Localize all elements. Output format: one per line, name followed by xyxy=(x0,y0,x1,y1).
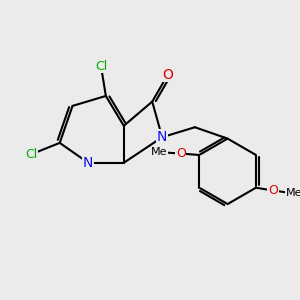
Text: O: O xyxy=(176,147,186,160)
Text: O: O xyxy=(268,184,278,197)
Text: Me: Me xyxy=(151,147,168,157)
Text: N: N xyxy=(157,130,167,144)
Text: Cl: Cl xyxy=(95,60,107,73)
Text: N: N xyxy=(83,156,93,170)
Text: Me: Me xyxy=(286,188,300,198)
Text: Cl: Cl xyxy=(25,148,38,161)
Text: O: O xyxy=(162,68,173,82)
